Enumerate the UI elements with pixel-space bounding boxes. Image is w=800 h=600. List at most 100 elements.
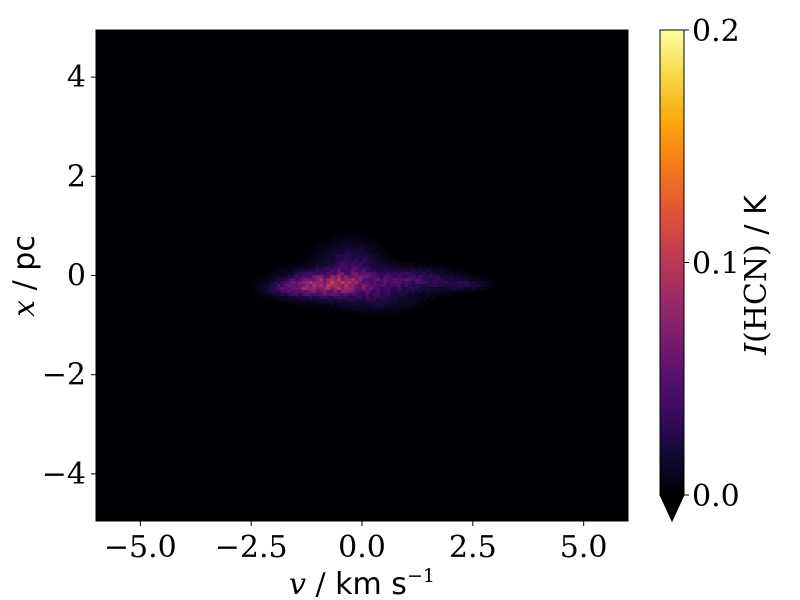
emission-cell (337, 286, 342, 290)
emission-cell (404, 301, 409, 305)
emission-cell (354, 289, 360, 293)
emission-cell (358, 259, 363, 264)
emission-cell (404, 280, 409, 285)
emission-cell (305, 268, 310, 273)
emission-cell (422, 274, 427, 279)
emission-cell (425, 301, 430, 305)
emission-cell (411, 298, 416, 302)
emission-cell (298, 271, 303, 276)
emission-cell (319, 277, 324, 282)
emission-cell (252, 283, 257, 288)
emission-cell (298, 295, 303, 299)
emission-cell (308, 274, 313, 279)
emission-cell (468, 277, 473, 282)
emission-cell (308, 253, 313, 258)
emission-cell (365, 277, 370, 282)
emission-cell (436, 286, 441, 290)
emission-cell (401, 304, 406, 308)
emission-cell (319, 295, 324, 299)
emission-cell (415, 283, 420, 288)
emission-cell (255, 283, 260, 288)
emission-cell (283, 298, 289, 302)
emission-cell (326, 244, 331, 249)
emission-cell (330, 235, 335, 240)
emission-cell (404, 283, 409, 288)
emission-cell (454, 289, 459, 293)
emission-cell (326, 262, 331, 267)
emission-cell (440, 265, 445, 270)
emission-cell (464, 274, 469, 279)
emission-cell (468, 286, 473, 290)
emission-cell (337, 280, 342, 285)
emission-cell (347, 259, 352, 264)
emission-cell (283, 283, 289, 288)
emission-cell (322, 253, 328, 258)
emission-cell (372, 250, 377, 255)
emission-cell (379, 286, 384, 290)
emission-cell (425, 274, 430, 279)
emission-cell (418, 277, 423, 282)
emission-cell (308, 277, 313, 282)
emission-cell (362, 310, 367, 314)
emission-cell (390, 268, 395, 273)
emission-cell (276, 286, 282, 290)
emission-cell (344, 244, 349, 249)
emission-cell (393, 283, 399, 288)
emission-cell (305, 292, 310, 296)
emission-cell (333, 247, 338, 252)
emission-cell (347, 289, 352, 293)
emission-cell (397, 295, 402, 299)
emission-cell (337, 259, 342, 264)
emission-cell (454, 271, 459, 276)
emission-cell (340, 295, 345, 299)
emission-cell (266, 289, 271, 293)
emission-cell (397, 268, 402, 273)
emission-cell (471, 274, 477, 279)
emission-cell (333, 235, 338, 240)
emission-cell (404, 262, 409, 267)
emission-cell (379, 250, 384, 255)
emission-cell (305, 289, 310, 293)
emission-cell (447, 274, 452, 279)
emission-cell (390, 295, 395, 299)
emission-cell (340, 283, 345, 288)
colorbar-tick-label: 0.1 (692, 247, 740, 282)
emission-cell (351, 253, 356, 258)
emission-cell (401, 295, 406, 299)
emission-cell (354, 247, 360, 252)
emission-cell (266, 277, 271, 282)
emission-cell (326, 298, 331, 302)
emission-cell (326, 271, 331, 276)
emission-cell (369, 262, 374, 267)
emission-cell (440, 274, 445, 279)
x-axis-label-sep: / (306, 567, 335, 600)
emission-cell (362, 250, 367, 255)
emission-cell (315, 289, 321, 293)
emission-cell (294, 292, 299, 296)
emission-cell (308, 283, 313, 288)
emission-cell (358, 274, 363, 279)
emission-cell (362, 247, 367, 252)
emission-cell (397, 310, 402, 314)
emission-cell (418, 262, 423, 267)
emission-cell (376, 289, 381, 293)
emission-cell (351, 232, 356, 237)
emission-cell (330, 250, 335, 255)
emission-cell (408, 265, 413, 270)
emission-cell (425, 268, 430, 273)
emission-cell (337, 283, 342, 288)
emission-cell (411, 286, 416, 290)
emission-cell (418, 286, 423, 290)
emission-cell (347, 244, 352, 249)
y-tick-label: −4 (42, 457, 86, 492)
emission-cell (489, 280, 494, 285)
emission-cell (365, 304, 370, 308)
emission-cell (283, 271, 289, 276)
emission-cell (369, 289, 374, 293)
emission-cell (365, 295, 370, 299)
emission-cell (464, 289, 469, 293)
emission-cell (330, 253, 335, 258)
emission-cell (432, 283, 438, 288)
emission-cell (408, 280, 413, 285)
